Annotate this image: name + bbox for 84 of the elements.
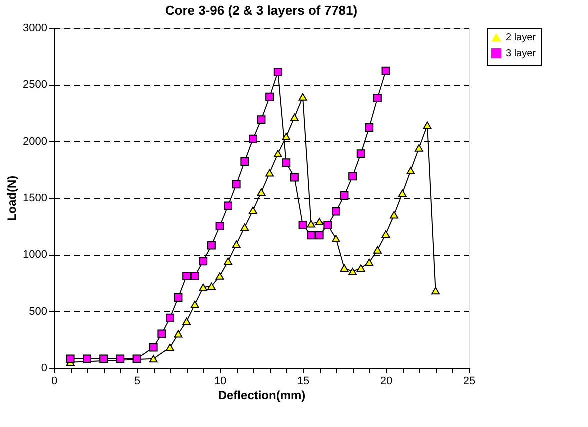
- point: [166, 314, 174, 322]
- point: [348, 268, 358, 276]
- point: [190, 272, 200, 280]
- point: [298, 220, 308, 230]
- point: [398, 190, 407, 198]
- point: [132, 354, 142, 364]
- point: [248, 134, 258, 144]
- y-tick-label: 2000: [23, 136, 48, 148]
- x-tick-label: 10: [214, 376, 227, 388]
- y-tick-label: 500: [29, 306, 48, 318]
- x-tick-label: 5: [134, 376, 141, 388]
- point: [282, 133, 291, 141]
- point: [382, 230, 390, 238]
- point: [382, 66, 390, 76]
- point: [158, 330, 166, 338]
- y-tick-label: 0: [41, 362, 48, 374]
- point: [373, 94, 382, 102]
- point: [116, 354, 125, 364]
- point: [66, 354, 75, 364]
- y-axis-title: Load(N): [5, 176, 20, 222]
- point: [182, 272, 192, 280]
- point: [174, 294, 183, 302]
- point: [174, 330, 183, 338]
- point: [423, 122, 432, 130]
- point: [282, 158, 291, 168]
- point: [290, 114, 299, 122]
- point: [298, 93, 308, 101]
- chart-title: Core 3-96 (2 & 3 layers of 7781): [165, 3, 358, 18]
- point: [149, 343, 158, 352]
- x-axis-title: Deflection(mm): [218, 388, 306, 402]
- point: [240, 224, 250, 232]
- point: [274, 68, 282, 76]
- point: [332, 207, 340, 216]
- point: [414, 144, 424, 152]
- point: [257, 188, 266, 196]
- point: [199, 257, 208, 266]
- point: [240, 158, 250, 166]
- point: [100, 354, 108, 364]
- point: [207, 282, 216, 290]
- point: [290, 173, 299, 182]
- point: [340, 264, 349, 272]
- x-tick-label: 0: [51, 376, 58, 388]
- point: [257, 116, 266, 124]
- point: [207, 241, 216, 250]
- point: [390, 211, 399, 219]
- y-tick-label: 2500: [23, 79, 48, 92]
- x-tick-label: 25: [463, 376, 476, 388]
- y-tick-label: 1000: [23, 249, 48, 262]
- point: [266, 169, 274, 177]
- point: [274, 150, 282, 158]
- point: [365, 258, 374, 266]
- point: [149, 355, 158, 363]
- point: [266, 92, 274, 102]
- point: [190, 300, 200, 308]
- point: [406, 167, 416, 175]
- point: [307, 220, 316, 228]
- point: [224, 258, 233, 266]
- point: [356, 264, 366, 272]
- point: [232, 180, 241, 189]
- y-tick-label: 1500: [23, 192, 48, 204]
- point: [182, 318, 192, 326]
- point: [82, 354, 92, 364]
- point: [315, 218, 324, 226]
- point: [307, 231, 316, 240]
- point: [232, 240, 241, 248]
- legend-label: 2 layer: [506, 32, 537, 44]
- point: [432, 287, 440, 295]
- point: [248, 206, 258, 214]
- point: [199, 284, 208, 292]
- x-tick-label: 20: [380, 376, 393, 388]
- point: [216, 272, 224, 280]
- x-tick-label: 15: [297, 376, 310, 388]
- point: [166, 344, 174, 352]
- point: [348, 172, 358, 181]
- point: [224, 202, 233, 210]
- legend-label: 3 layer: [506, 48, 537, 60]
- point: [340, 192, 349, 200]
- y-tick-label: 3000: [23, 22, 48, 34]
- point: [216, 222, 224, 231]
- point: [332, 235, 340, 243]
- point: [356, 150, 366, 158]
- point: [315, 231, 324, 240]
- point: [373, 246, 382, 254]
- point: [365, 124, 374, 132]
